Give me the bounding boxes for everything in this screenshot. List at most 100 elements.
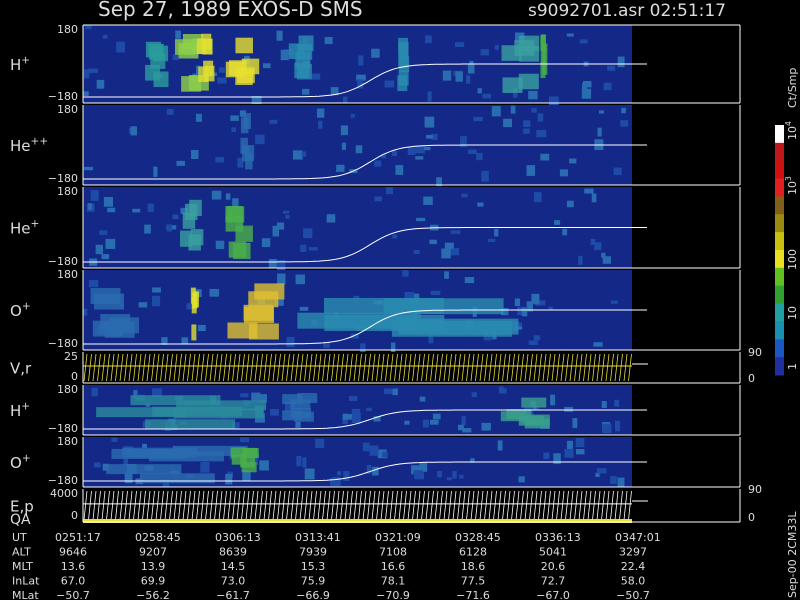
spectrogram-cell xyxy=(275,298,284,306)
spectrogram-cell xyxy=(132,208,141,213)
spectrogram-cell xyxy=(138,302,148,308)
spectrogram-cell xyxy=(350,114,355,118)
spectrogram-cell xyxy=(123,458,128,466)
spectrogram-cell xyxy=(533,335,541,341)
colorbar-cell xyxy=(775,285,784,305)
spectrogram-cell xyxy=(276,30,283,41)
spectrogram-cell xyxy=(601,400,607,409)
panel-label-base: H xyxy=(10,402,21,420)
ephemeris-value: 69.9 xyxy=(141,575,166,588)
spectrogram-cell xyxy=(268,259,277,268)
spectrogram-patch xyxy=(282,410,303,421)
spectrogram-cell xyxy=(601,252,606,258)
spectrogram-cell xyxy=(191,149,199,159)
spectrogram-cell xyxy=(350,333,359,339)
ephemeris-name: InLat xyxy=(12,575,40,588)
spectrogram-cell xyxy=(597,127,602,137)
spectrogram-cell xyxy=(230,115,239,121)
trace xyxy=(83,309,647,345)
spectrogram-patch xyxy=(248,323,279,340)
colorbar-cell xyxy=(775,250,784,269)
spectrogram-cell xyxy=(564,406,574,412)
colorbar-label: 1 xyxy=(786,363,799,370)
spectrogram-cell xyxy=(503,118,512,128)
spectrogram-cell xyxy=(419,396,426,402)
spectrogram-cell xyxy=(470,458,475,463)
header-left: Sep 27, 1989 EXOS-D SMS xyxy=(98,0,363,21)
ephemeris-value: 3297 xyxy=(619,546,647,559)
tick-top: 4000 xyxy=(50,487,78,500)
spectrogram-cell xyxy=(425,35,432,44)
ephemeris-value: 0313:41 xyxy=(295,531,341,544)
spectrogram-cell xyxy=(111,437,118,442)
spectrogram-cell xyxy=(469,60,474,65)
spectrogram-cell xyxy=(436,470,442,478)
spectrogram-cell xyxy=(514,298,521,307)
spectrogram-cell xyxy=(200,461,210,473)
tick-bottom: −180 xyxy=(48,422,78,435)
spectrogram-patch xyxy=(542,43,548,60)
spectrogram-cell xyxy=(494,229,499,237)
ephemeris-value: 20.6 xyxy=(541,560,566,573)
tick-bottom: −180 xyxy=(48,90,78,103)
spectrogram-cell xyxy=(130,126,137,136)
spectrogram-cell xyxy=(145,403,151,407)
spectrogram-cell xyxy=(302,88,310,95)
spectrogram-cell xyxy=(232,198,239,208)
spectrogram-cell xyxy=(621,107,626,114)
panel-label-extra: QA xyxy=(10,512,31,528)
colorbar-label-base: 10 xyxy=(786,306,799,320)
spectrogram-cell xyxy=(429,239,437,245)
spectrogram-cell xyxy=(280,49,289,61)
spectrogram-cell xyxy=(528,340,538,345)
spectrogram-cell xyxy=(239,110,247,117)
spectrogram-cell xyxy=(591,193,597,203)
spectrogram-cell xyxy=(383,388,393,395)
spectrogram-patch xyxy=(191,297,197,314)
panel-label-base: O xyxy=(10,302,22,320)
spectrogram-cell xyxy=(371,48,380,58)
ephemeris-value: 77.5 xyxy=(461,575,486,588)
panel-label-base: He xyxy=(10,220,31,238)
spectrogram-cell xyxy=(395,165,404,175)
ephemeris-value: −67.0 xyxy=(536,589,570,600)
spectrogram-cell xyxy=(464,276,475,284)
spectrogram-patch xyxy=(248,291,279,308)
spectrogram-cell xyxy=(240,393,249,398)
spectrogram-patch xyxy=(228,60,247,76)
spectrogram-cell xyxy=(534,192,542,203)
spectrogram-cell xyxy=(269,119,278,124)
panel-label: He++ xyxy=(10,135,48,155)
colorbar-cell xyxy=(775,142,784,162)
spectrogram-cell xyxy=(166,224,173,232)
spectrogram-cell xyxy=(603,82,612,91)
spectrogram-cell xyxy=(554,220,561,225)
spectrogram-cell xyxy=(341,142,346,150)
colorbar-cell xyxy=(775,178,784,197)
spectrogram-cell xyxy=(487,238,496,242)
spectrogram-cell xyxy=(348,395,358,402)
spectrogram-cell xyxy=(521,308,528,317)
trace xyxy=(83,144,647,180)
panel-label-base: He xyxy=(10,137,31,155)
spectrogram-patch xyxy=(198,66,209,83)
panel-label-base: H xyxy=(10,56,21,74)
spectrogram-cell xyxy=(444,242,454,249)
spectrogram-cell xyxy=(87,203,93,210)
tick-top: 180 xyxy=(57,23,78,36)
spectrogram-cell xyxy=(259,394,268,403)
spectrogram-cell xyxy=(441,248,451,259)
spectrogram-cell xyxy=(324,36,333,45)
spectrogram-cell xyxy=(602,423,612,434)
spectrogram-patch xyxy=(191,324,197,341)
ephemeris-value: 0258:45 xyxy=(135,531,181,544)
spectrogram-cell xyxy=(518,476,525,483)
spectrogram-cell xyxy=(392,388,398,396)
spectrogram-patch xyxy=(231,454,247,465)
colorbar-label: 10 xyxy=(786,306,799,320)
spectrogram-cell xyxy=(91,387,98,397)
ephemeris-value: 0328:45 xyxy=(455,531,501,544)
spectrogram-cell xyxy=(381,153,387,159)
panel-label-sup: + xyxy=(22,452,31,464)
ephemeris-value: −66.9 xyxy=(296,589,330,600)
